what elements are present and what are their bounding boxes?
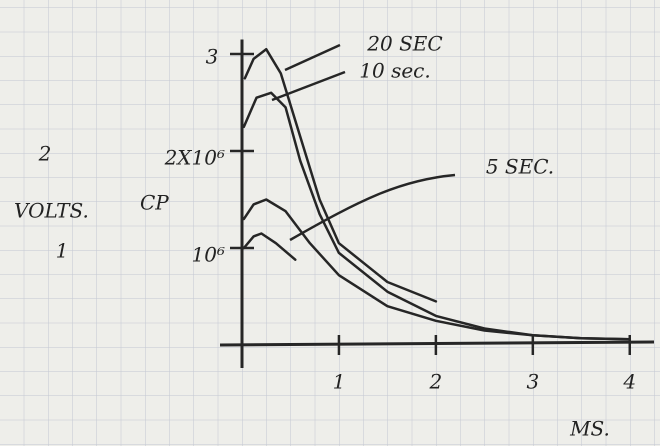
series-label: 10 sec. (359, 59, 430, 83)
y-tick-label: 2 (38, 142, 52, 166)
x-tick-label: 2 (429, 370, 443, 394)
y2-axis-label: CP (140, 191, 169, 215)
series-label: 5 SEC. (486, 155, 554, 179)
chart: VOLTS. CP MS. 1 2 3 4 1 2 3 10⁶ 2X10⁶ 20 SEC 10 se… (0, 0, 660, 446)
y-tick-label: 1 (56, 239, 69, 263)
y-tick-label: 3 (206, 45, 219, 69)
series-label: 20 SEC (366, 32, 442, 56)
x-tick-label: 4 (622, 370, 636, 394)
x-axis-label: MS. (569, 417, 610, 441)
y2-tick-label: 2X10⁶ (164, 146, 225, 170)
y2-tick-label: 10⁶ (192, 243, 225, 267)
y-axis-label: VOLTS. (14, 199, 89, 223)
x-tick-label: 3 (526, 370, 539, 394)
x-tick-label: 1 (333, 370, 346, 394)
